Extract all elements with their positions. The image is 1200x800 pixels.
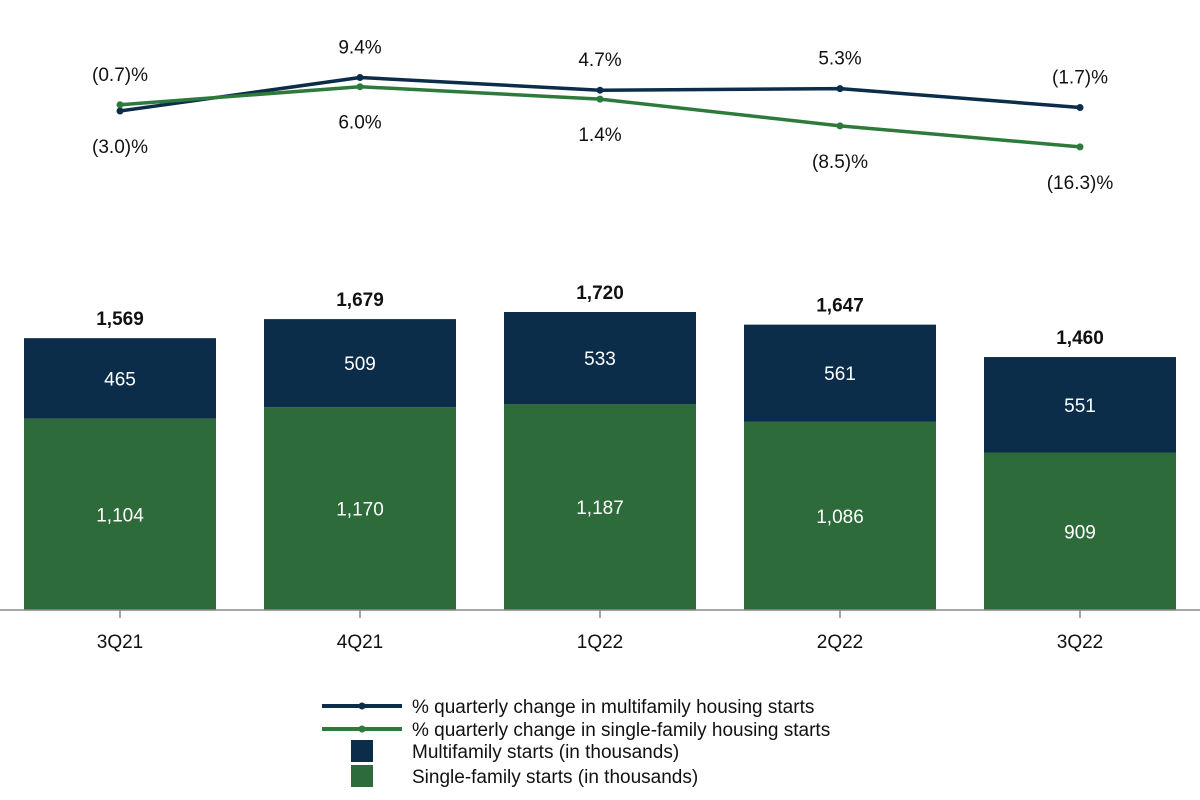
bar-single-family-1q22 [504,404,696,610]
point-multifamily-1q22 [596,86,604,94]
point-label-multifamily-2q22: 5.3% [818,49,861,70]
lines-layer: (3.0)% 9.4% 4.7% 5.3% (1.7)% (0.7)% 6.0% 1.4% (8… [92,38,1113,194]
point-label-multifamily-4q21: 9.4% [338,38,381,59]
point-multifamily-3q21 [116,107,124,115]
point-label-single-family-1q22: 1.4% [578,125,621,146]
bar-multifamily-3q21 [24,338,216,419]
point-label-single-family-3q22: (16.3)% [1047,173,1114,194]
point-label-multifamily-1q22: 4.7% [578,50,621,71]
legend-marker-single-family-change [358,725,366,733]
bar-multifamily-2q22 [744,324,936,422]
x-tick-label-2q22: 2Q22 [817,632,863,653]
point-label-single-family-3q21: (0.7)% [92,65,148,86]
legend: % quarterly change in multifamily housin… [322,697,830,788]
x-tick-label-4q21: 4Q21 [337,632,383,653]
bar-single-family-3q22 [984,452,1176,610]
bar-multifamily-4q21 [264,319,456,408]
bar-total-1q22: 1,720 [576,283,624,304]
bar-multifamily-3q22 [984,357,1176,453]
bar-label-single-family-4q21: 1,170 [336,500,384,521]
point-single-family-4q21 [356,83,364,91]
legend-label-multifamily-starts: Multifamily starts (in thousands) [412,742,679,763]
point-single-family-3q22 [1076,143,1084,151]
bar-label-single-family-1q22: 1,187 [576,498,624,519]
legend-swatch-single-family-starts [351,765,373,787]
bar-label-multifamily-1q22: 533 [584,349,616,370]
x-tick-label-3q22: 3Q22 [1057,632,1103,653]
bar-label-multifamily-3q22: 551 [1064,396,1096,417]
bar-label-multifamily-2q22: 561 [824,364,856,385]
bar-label-single-family-2q22: 1,086 [816,507,864,528]
bar-total-3q21: 1,569 [96,309,144,330]
legend-label-single-family-change: % quarterly change in single-family hous… [412,720,830,741]
bar-label-multifamily-4q21: 509 [344,354,376,375]
point-single-family-2q22 [836,122,844,130]
point-single-family-1q22 [596,95,604,103]
point-multifamily-2q22 [836,85,844,93]
point-label-single-family-2q22: (8.5)% [812,152,868,173]
bar-total-2q22: 1,647 [816,296,864,317]
bar-label-single-family-3q21: 1,104 [96,505,144,526]
bar-label-multifamily-3q21: 465 [104,369,136,390]
point-multifamily-3q22 [1076,103,1084,111]
legend-swatch-multifamily-starts [351,740,373,762]
point-label-multifamily-3q21: (3.0)% [92,137,148,158]
legend-label-multifamily-change: % quarterly change in multifamily housin… [412,697,814,718]
bar-total-4q21: 1,679 [336,290,384,311]
legend-label-single-family-starts: Single-family starts (in thousands) [412,767,698,788]
bar-label-single-family-3q22: 909 [1064,522,1096,543]
x-tick-label-3q21: 3Q21 [97,632,143,653]
bars-layer: 1,104 465 1,569 1,170 509 1,679 1,187 533 1,720 1… [24,283,1176,610]
point-label-multifamily-3q22: (1.7)% [1052,67,1108,88]
bar-single-family-4q21 [264,407,456,610]
x-tick-label-1q22: 1Q22 [577,632,623,653]
bar-total-3q22: 1,460 [1056,328,1104,349]
x-axis-ticks: 3Q21 4Q21 1Q22 2Q22 3Q22 [97,610,1103,653]
point-multifamily-4q21 [356,74,364,82]
point-label-single-family-4q21: 6.0% [338,113,381,134]
legend-marker-multifamily-change [358,702,366,710]
bar-single-family-3q21 [24,418,216,610]
bar-multifamily-1q22 [504,312,696,405]
bar-single-family-2q22 [744,421,936,610]
point-single-family-3q21 [116,101,124,109]
